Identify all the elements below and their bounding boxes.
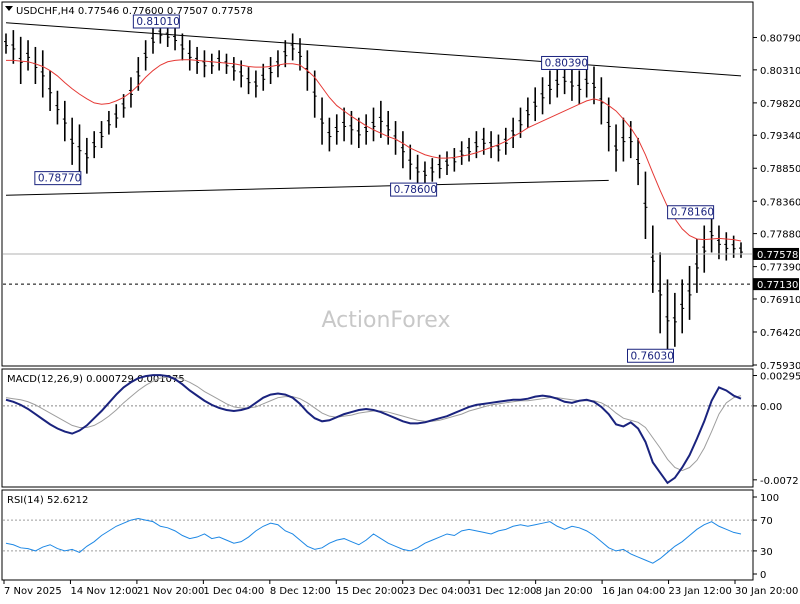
macd-main-line [5, 374, 742, 485]
price-levels: 0.77578 0.77130 [3, 247, 799, 291]
price-tick-label: 0.79820 [760, 99, 800, 110]
level-tag [753, 278, 799, 291]
callout-box [667, 205, 715, 220]
rsi-indicator [3, 518, 752, 564]
rsi-tick-label: 30 [760, 547, 773, 558]
callout-label: 0.81010 [136, 16, 179, 28]
macd-title: MACD(12,26,9) 0.000729 0.001075 [7, 374, 185, 385]
time-tick-label: 23 Dec 04:00 [403, 586, 470, 597]
callout-label: 0.78770 [38, 173, 81, 185]
time-tick-label: 8 Dec 12:00 [270, 586, 331, 597]
callout-box [627, 348, 674, 363]
time-tick-label: 21 Nov 20:00 [137, 586, 204, 597]
callout-box [132, 14, 180, 29]
callout-label: 0.78600 [394, 184, 437, 196]
time-tick-label: 30 Jan 20:00 [735, 586, 798, 597]
price-tick-label: 0.80310 [760, 66, 800, 77]
callout-box [541, 55, 589, 70]
time-tick-label: 23 Jan 12:00 [669, 586, 732, 597]
price-tick-label: 0.78850 [760, 164, 800, 175]
price-tick-label: 0.80790 [760, 34, 800, 45]
price-tick-label: 0.77390 [760, 263, 800, 274]
price-tick-label: 0.78360 [760, 197, 800, 208]
price-callouts: 0.81010 0.78770 0.78600 0.80390 0.78160 0.760… [34, 14, 715, 363]
price-pane-frame [1, 1, 754, 367]
callout-label: 0.78160 [671, 207, 714, 219]
rsi-line [5, 518, 742, 564]
callout-label: 0.76030 [631, 350, 674, 362]
rsi-tick-label: 0 [760, 570, 766, 581]
level-label: 0.77130 [757, 280, 798, 291]
current-price-tag [753, 247, 799, 260]
watermark: ActionForex [322, 308, 451, 333]
price-tick-label: 0.76910 [760, 295, 800, 306]
rsi-tick-label: 70 [760, 516, 773, 527]
time-tick-label: 1 Dec 04:00 [203, 586, 264, 597]
macd-indicator [3, 374, 752, 485]
rsi-tick-label: 100 [760, 493, 779, 504]
current-price-label: 0.77578 [757, 250, 798, 261]
price-tick-label: 0.79340 [760, 131, 800, 142]
symbol-header: USDCHF,H4 0.77546 0.77600 0.77507 0.7757… [5, 6, 253, 17]
price-tick-label: 0.77880 [760, 230, 800, 241]
macd-axis: 0.002957 0.00 -0.0072 [753, 372, 800, 487]
price-tick-label: 0.76420 [760, 328, 800, 339]
time-axis: 7 Nov 2025 14 Nov 12:00 21 Nov 20:00 1 Dec … [3, 580, 798, 597]
trendline-lower [5, 179, 609, 196]
time-tick-label: 15 Dec 20:00 [336, 586, 403, 597]
trendlines [5, 22, 742, 196]
time-tick-label: 31 Dec 12:00 [469, 586, 536, 597]
callout-box [390, 182, 438, 197]
moving-average [6, 59, 742, 242]
symbol-header-text: USDCHF,H4 0.77546 0.77600 0.77507 0.7757… [16, 6, 253, 17]
macd-tick-label: 0.002957 [760, 372, 800, 383]
price-tick-label: 0.75930 [760, 361, 800, 372]
ma-line [6, 59, 742, 242]
rsi-axis: 100 70 30 0 [753, 493, 779, 581]
rsi-title: RSI(14) 52.6212 [7, 495, 88, 506]
macd-signal-line [5, 376, 742, 472]
macd-tick-label: -0.0072 [760, 476, 799, 487]
time-tick-label: 16 Jan 04:00 [602, 586, 665, 597]
trendline-upper [5, 22, 742, 77]
collapse-triangle-icon[interactable] [5, 6, 13, 11]
time-tick-label: 7 Nov 2025 [4, 586, 62, 597]
rsi-pane-frame [1, 489, 754, 581]
callout-box [34, 171, 82, 186]
macd-pane-frame [1, 368, 754, 488]
callout-label: 0.80390 [545, 57, 588, 69]
time-tick-label: 14 Nov 12:00 [70, 586, 137, 597]
macd-tick-label: 0.00 [760, 402, 782, 413]
time-tick-label: 8 Jan 20:00 [536, 586, 593, 597]
price-candles [4, 22, 743, 359]
price-axis: 0.80790 0.80310 0.79820 0.79340 0.78850 0.783… [753, 34, 800, 372]
